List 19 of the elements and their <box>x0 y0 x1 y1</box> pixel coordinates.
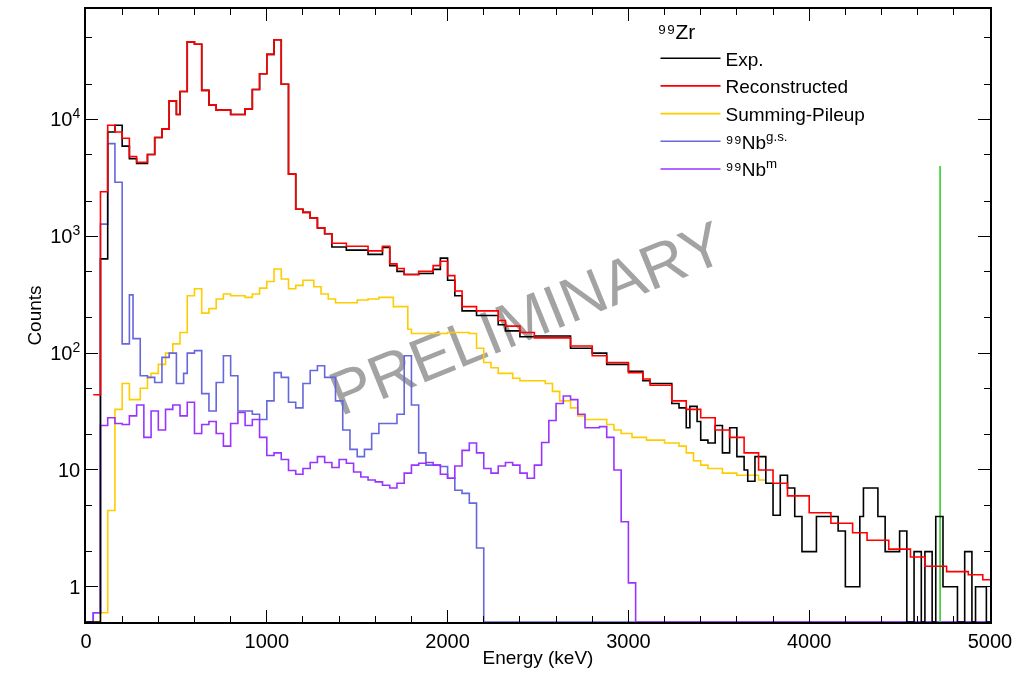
y-tick-label: 10$^{2}$ <box>50 338 81 365</box>
y-tick-label: 10$^{4}$ <box>50 104 81 131</box>
y-tick-label: 10 <box>58 458 81 481</box>
y-axis-title: Counts <box>23 285 45 346</box>
x-tick-label: 5000 <box>967 629 1013 652</box>
x-tick-label: 0 <box>80 629 92 652</box>
legend-label: Summing-Pileup <box>725 104 865 126</box>
y-tick-label: 10$^{3}$ <box>50 221 81 248</box>
legend-label: Exp. <box>725 48 764 70</box>
legend-label: ⁹⁹Nb$^{m}$ <box>725 156 778 181</box>
legend-label: ⁹⁹Nb$^{g.s.}$ <box>725 128 788 153</box>
x-axis-title: Energy (keV) <box>482 647 594 669</box>
y-tick-label: 1 <box>69 575 81 598</box>
legend-label: Reconstructed <box>725 76 849 98</box>
legend-title: ⁹⁹Zr <box>657 20 696 44</box>
x-tick-label: 3000 <box>606 629 651 652</box>
x-tick-label: 2000 <box>425 629 470 652</box>
x-tick-label: 1000 <box>244 629 290 652</box>
x-tick-label: 4000 <box>786 629 832 652</box>
